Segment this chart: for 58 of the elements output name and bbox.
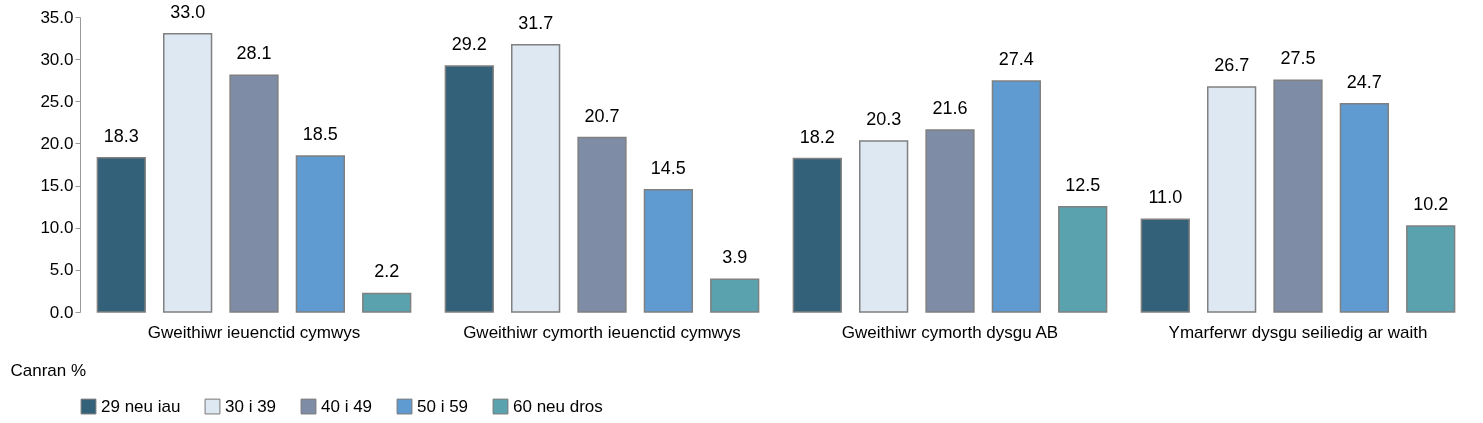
legend-label: 29 neu iau xyxy=(101,396,181,416)
x-tick-label: Ymarferwr dysgu seiliedig ar waith xyxy=(1168,322,1428,342)
legend-label: 50 i 59 xyxy=(417,396,469,416)
data-label: 2.2 xyxy=(374,261,400,282)
data-label: 28.1 xyxy=(236,43,272,64)
data-label: 20.7 xyxy=(584,105,620,126)
data-label: 24.7 xyxy=(1346,71,1382,92)
data-label: 31.7 xyxy=(518,12,554,33)
data-label: 3.9 xyxy=(722,247,748,268)
data-label: 18.2 xyxy=(799,126,835,147)
data-label: 21.6 xyxy=(932,97,968,118)
bar xyxy=(163,33,213,313)
bar xyxy=(991,80,1041,313)
bar xyxy=(1207,86,1257,313)
bar xyxy=(229,74,279,313)
bar xyxy=(1339,103,1389,313)
y-tick-label: 0.0 xyxy=(49,302,74,322)
x-tick-label: Gweithiwr ieuenctid cymwys xyxy=(147,322,361,342)
data-label: 20.3 xyxy=(866,108,902,129)
y-tick-label: 25.0 xyxy=(40,91,74,111)
y-tick-label: 10.0 xyxy=(40,218,74,238)
bar xyxy=(643,189,693,313)
bar xyxy=(362,292,412,313)
bar xyxy=(710,278,760,313)
bar xyxy=(511,44,561,313)
bar xyxy=(295,155,345,313)
data-label: 26.7 xyxy=(1214,54,1250,75)
bar xyxy=(96,157,146,313)
data-label: 29.2 xyxy=(451,33,487,54)
legend-label: 40 i 49 xyxy=(321,396,373,416)
bar xyxy=(577,136,627,313)
bar xyxy=(1406,225,1456,313)
y-tick-label: 30.0 xyxy=(40,49,74,69)
bar xyxy=(859,140,909,313)
bar xyxy=(1140,218,1190,313)
data-label: 27.5 xyxy=(1280,48,1316,69)
data-label: 12.5 xyxy=(1065,174,1101,195)
bar xyxy=(1273,79,1323,313)
bar xyxy=(444,65,494,313)
bar xyxy=(1058,205,1108,313)
bar xyxy=(792,157,842,313)
y-tick-label: 35.0 xyxy=(40,7,74,27)
y-axis-title: Canran % xyxy=(10,360,87,380)
data-label: 33.0 xyxy=(170,1,206,22)
data-label: 18.3 xyxy=(103,125,139,146)
y-tick-label: 5.0 xyxy=(49,260,74,280)
data-label: 10.2 xyxy=(1413,194,1449,215)
legend-label: 60 neu dros xyxy=(513,396,603,416)
data-label: 11.0 xyxy=(1148,187,1183,208)
bar xyxy=(925,129,975,313)
data-label: 14.5 xyxy=(650,157,686,178)
y-tick-label: 15.0 xyxy=(40,176,74,196)
x-tick-label: Gweithiwr cymorth ieuenctid cymwys xyxy=(463,322,741,342)
y-tick-label: 20.0 xyxy=(40,133,74,153)
data-label: 18.5 xyxy=(302,124,338,145)
data-label: 27.4 xyxy=(998,49,1034,70)
legend-label: 30 i 39 xyxy=(225,396,277,416)
x-tick-label: Gweithiwr cymorth dysgu AB xyxy=(841,322,1059,342)
